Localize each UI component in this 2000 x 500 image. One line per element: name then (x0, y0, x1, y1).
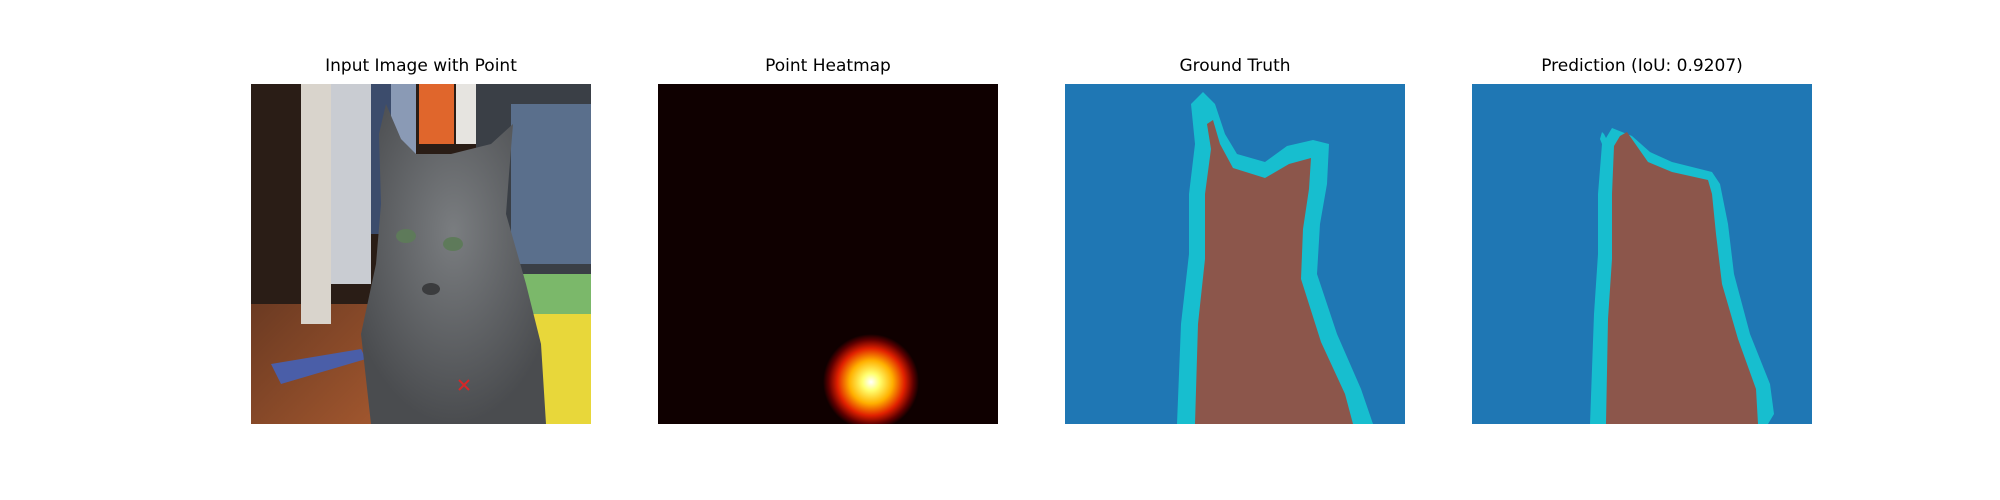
cat-photo (251, 84, 591, 424)
ground-truth-mask (1065, 84, 1405, 424)
point-heatmap (658, 84, 998, 424)
heatmap-panel: Point Heatmap (658, 0, 998, 500)
ground-truth-panel: Ground Truth (1065, 0, 1405, 500)
panel-title-heatmap: Point Heatmap (765, 56, 891, 76)
point-marker (458, 379, 470, 391)
prediction-panel: Prediction (IoU: 0.9207) (1472, 0, 1812, 500)
panel-title-input: Input Image with Point (325, 56, 517, 76)
prediction-mask (1472, 84, 1812, 424)
input-image-panel: Input Image with Point (251, 0, 591, 500)
panel-title-prediction: Prediction (IoU: 0.9207) (1541, 56, 1743, 76)
panel-title-ground-truth: Ground Truth (1179, 56, 1291, 76)
